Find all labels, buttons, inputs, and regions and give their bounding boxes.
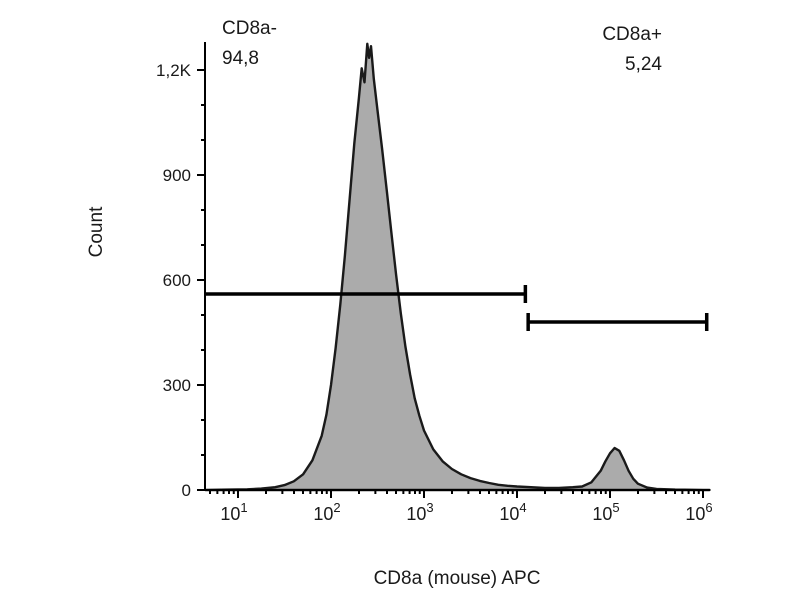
x-tick-label: 101 <box>220 500 247 524</box>
y-tick-label: 1,2K <box>156 61 192 80</box>
y-tick-label: 300 <box>163 376 191 395</box>
histogram-area <box>204 42 711 492</box>
gate-positive-annotation: CD8a+ 5,24 <box>602 20 662 80</box>
x-tick-label: 105 <box>592 500 619 524</box>
y-axis-ticks <box>197 69 205 491</box>
gate-negative-annotation: CD8a- 94,8 <box>222 14 277 74</box>
axes <box>204 42 710 491</box>
x-tick-label: 103 <box>406 500 433 524</box>
x-tick-label: 104 <box>499 500 526 524</box>
x-axis-tick-labels: 101 102 103 104 105 106 <box>220 500 712 524</box>
gate-line-positive <box>526 313 709 331</box>
gate-positive-label: CD8a+ <box>602 24 662 45</box>
gate-negative-percent: 94,8 <box>222 48 259 69</box>
y-tick-label: 600 <box>163 271 191 290</box>
x-tick-label: 106 <box>685 500 712 524</box>
y-tick-label: 900 <box>163 166 191 185</box>
y-tick-label: 0 <box>182 481 191 500</box>
gate-line-negative <box>204 285 528 303</box>
gate-negative-label: CD8a- <box>222 18 277 39</box>
x-axis-ticks <box>209 490 704 498</box>
x-tick-label: 102 <box>313 500 340 524</box>
gate-positive-percent: 5,24 <box>625 54 662 75</box>
y-axis-tick-labels: 0 300 600 900 1,2K <box>156 61 192 500</box>
x-axis-title: CD8a (mouse) APC <box>373 568 541 589</box>
y-axis-title: Count <box>86 206 107 258</box>
